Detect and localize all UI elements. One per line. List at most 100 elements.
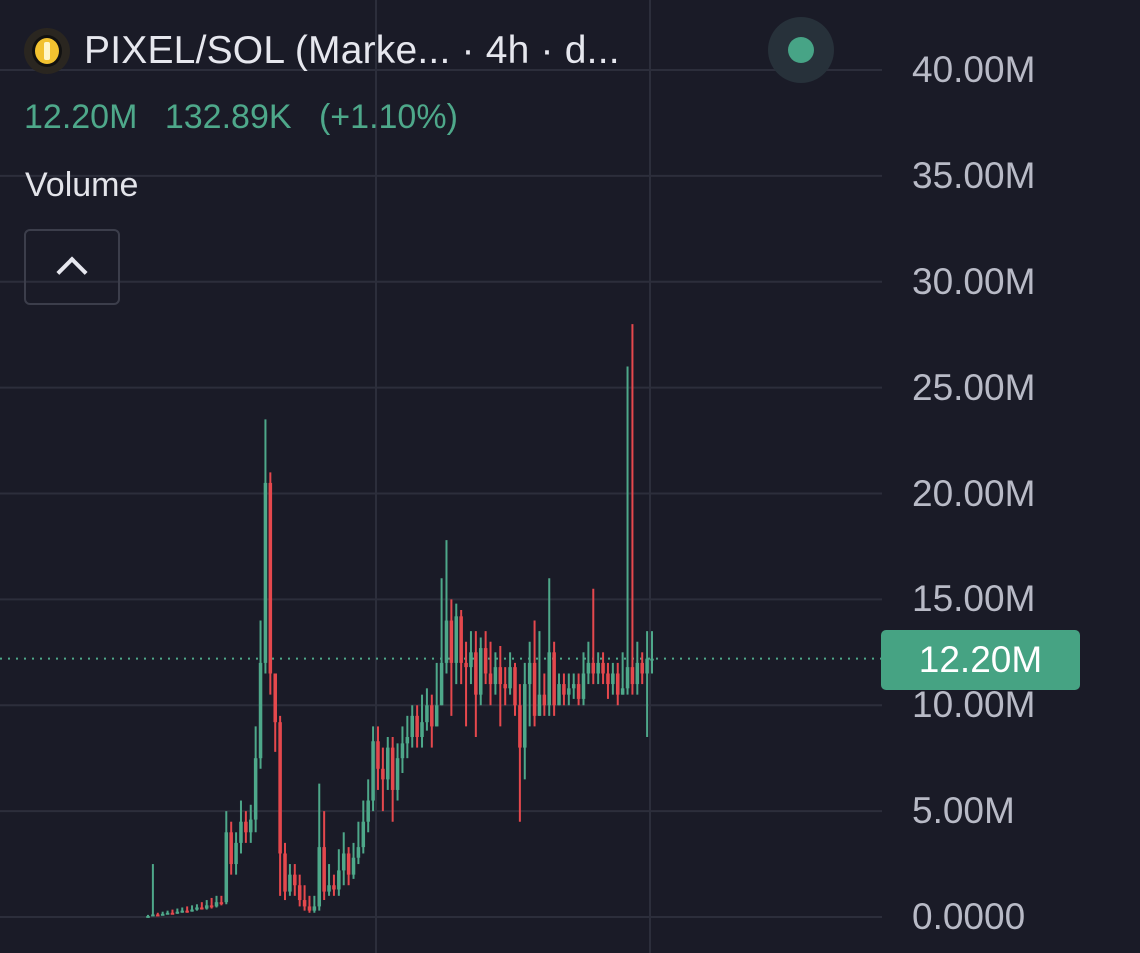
candle-body [248, 819, 253, 833]
candle-body [410, 715, 414, 738]
candle-body [444, 620, 449, 663]
candle-body [376, 741, 380, 769]
y-tick-label: 30.00M [912, 260, 1036, 302]
chart-header: PIXEL/SOL (Marke... · 4h · d... [24, 26, 620, 76]
candle-body [273, 673, 277, 723]
candle-body [288, 874, 292, 892]
candle-body [263, 482, 268, 663]
candle-body [386, 747, 390, 780]
y-tick-label: 5.00M [912, 790, 1015, 832]
candle-body [253, 758, 258, 820]
y-tick-label: 10.00M [912, 684, 1036, 726]
candle-body [175, 911, 180, 914]
candle-body [302, 900, 307, 907]
candle-body [439, 662, 444, 706]
candle-body [625, 667, 630, 689]
y-tick-label: 40.00M [912, 49, 1036, 90]
candle-body [327, 885, 331, 892]
last-volume: 12.20M [24, 98, 138, 136]
candle-body [547, 652, 552, 706]
candle-body [503, 684, 507, 689]
candle-body [425, 705, 429, 723]
candle-body [146, 915, 150, 918]
candle-body [322, 847, 326, 892]
candle-body [488, 673, 493, 685]
candle-body [615, 673, 620, 695]
candle-body [483, 648, 488, 674]
candle-body [581, 673, 586, 699]
candle-body [185, 910, 189, 913]
candle-body [283, 853, 287, 892]
candle-body [650, 658, 654, 661]
candle-body [459, 616, 463, 663]
candle-body [552, 652, 556, 706]
collapse-button[interactable] [24, 229, 120, 305]
candle-body [596, 662, 600, 674]
candle-body [557, 684, 561, 706]
candle-body [346, 853, 351, 875]
candle-body [278, 722, 282, 854]
candle-body [312, 906, 317, 911]
candle-body [474, 652, 478, 695]
candle-body [381, 768, 385, 780]
candle-body [361, 821, 366, 848]
candle-body [400, 743, 405, 759]
candle-body [268, 482, 273, 674]
candle-body [351, 857, 356, 875]
candle-body [395, 758, 400, 790]
candle-body [165, 912, 170, 915]
candle-body [307, 906, 312, 911]
y-tick-label: 25.00M [912, 366, 1036, 408]
candle-body [640, 662, 644, 674]
candle-body [214, 902, 219, 907]
candle-body [601, 662, 605, 674]
candle-body [523, 684, 527, 748]
candle-body [234, 842, 238, 865]
candle-body [195, 907, 199, 910]
y-tick-label: 0.0000 [912, 896, 1026, 937]
candle-body [645, 658, 649, 674]
candle-body [464, 662, 468, 668]
candle-body [244, 821, 248, 833]
indicator-label[interactable]: Volume [25, 166, 139, 204]
candle-body [591, 662, 596, 674]
candle-body [160, 913, 165, 916]
candle-body [567, 688, 571, 695]
candle-body [532, 662, 537, 716]
candle-body [366, 800, 370, 822]
candle-body [297, 885, 302, 901]
candle-body [415, 715, 419, 738]
candle-body [454, 616, 459, 663]
candle-body [332, 885, 336, 890]
pair-title[interactable]: PIXEL/SOL (Marke... · 4h · d... [84, 29, 620, 72]
chevron-up-icon [56, 256, 88, 288]
candle-body [430, 705, 434, 727]
candle-body [341, 853, 346, 871]
candle-body [469, 652, 473, 668]
candle-body [449, 620, 454, 663]
candle-body [190, 909, 194, 912]
candle-body [180, 910, 185, 913]
candle-body [258, 662, 263, 759]
candle-body [405, 737, 410, 744]
candle-body [630, 667, 635, 685]
candle-body [317, 847, 322, 907]
candle-body [200, 907, 204, 910]
candle-body [156, 914, 160, 917]
volume-change-pct: (+1.10%) [318, 98, 458, 136]
candle-body [586, 662, 591, 674]
live-status-indicator[interactable] [768, 17, 834, 83]
candle-body [562, 684, 566, 695]
candle-body [513, 667, 517, 706]
candle-body [151, 914, 155, 917]
candle-body [390, 747, 395, 790]
candle-body [635, 662, 640, 685]
candle-body [219, 902, 224, 905]
candle-body [293, 874, 297, 886]
pixel-coin-icon [24, 28, 70, 74]
candle-body [527, 662, 532, 685]
candle-body [224, 832, 229, 903]
candle-body [498, 667, 503, 685]
live-dot-icon [788, 37, 814, 63]
